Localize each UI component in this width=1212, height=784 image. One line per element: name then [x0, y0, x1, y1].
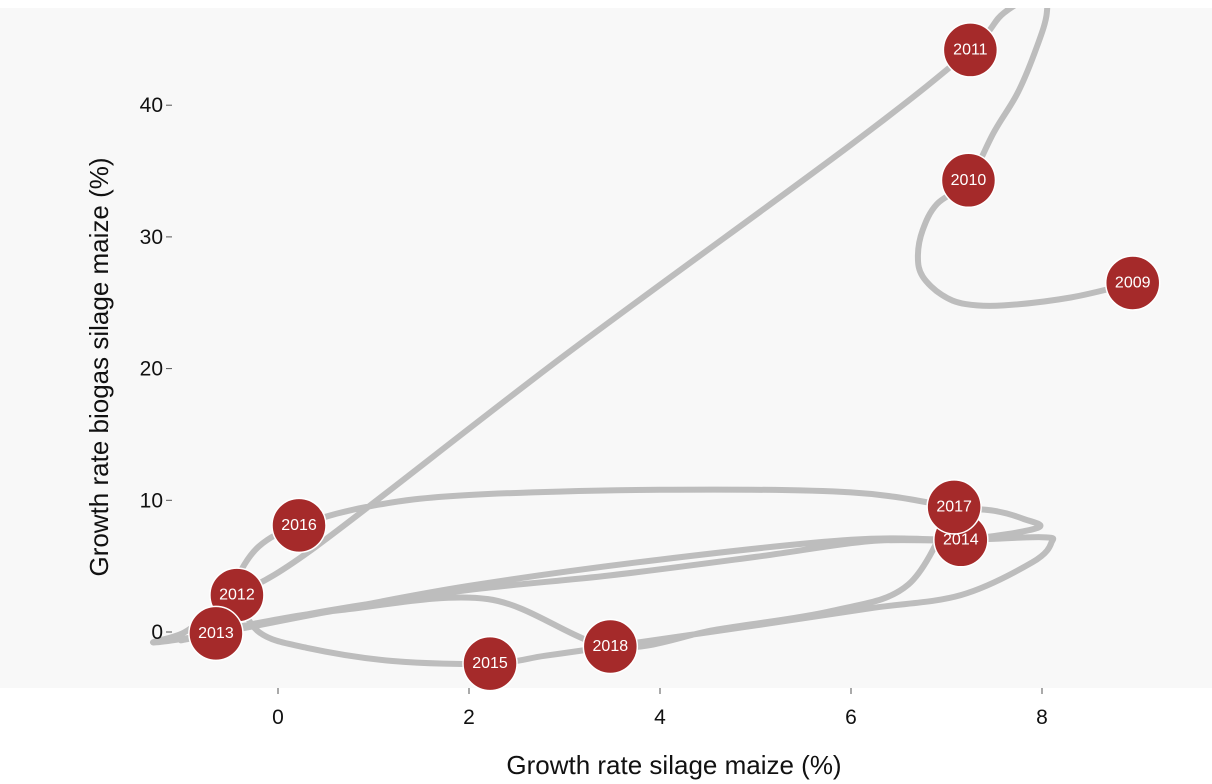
- y-axis-title: Growth rate biogas silage maize (%): [84, 157, 114, 576]
- point-marker: [582, 618, 639, 675]
- y-tick-label: 0: [151, 621, 163, 644]
- point-2018: 2018: [582, 618, 639, 675]
- point-label: 2011: [953, 41, 988, 58]
- point-2011: 2011: [942, 22, 999, 78]
- point-marker: [942, 22, 999, 78]
- x-axis-title: Growth rate silage maize (%): [506, 750, 841, 780]
- trajectory-layer: [150, 8, 1136, 667]
- point-label: 2016: [281, 517, 317, 534]
- point-label: 2010: [951, 172, 987, 189]
- point-2013: 2013: [188, 605, 244, 662]
- point-label: 2015: [472, 655, 508, 672]
- y-tick-label: 10: [140, 489, 163, 512]
- point-marker: [940, 152, 997, 209]
- point-label: 2014: [943, 531, 979, 548]
- point-2015: 2015: [462, 635, 518, 692]
- x-tick-label: 2: [463, 706, 475, 729]
- point-2010: 2010: [940, 152, 997, 209]
- point-2009: 2009: [1104, 255, 1161, 311]
- x-tick-label: 6: [845, 706, 857, 729]
- x-tick-label: 0: [272, 706, 284, 729]
- x-tick-label: 8: [1036, 706, 1048, 729]
- point-2016: 2016: [271, 497, 327, 554]
- point-label: 2017: [936, 498, 972, 515]
- y-tick-label: 20: [140, 358, 163, 381]
- point-label: 2012: [219, 587, 255, 604]
- point-marker: [926, 479, 982, 535]
- point-2017: 2017: [926, 479, 982, 535]
- points-layer: 2009 2010 2011 2012 2013 2014 2015 2016 2017 2018: [188, 22, 1161, 692]
- x-axis: 0 2 4 6 8: [272, 688, 1048, 729]
- y-tick-label: 30: [140, 226, 163, 249]
- point-marker: [271, 497, 327, 554]
- y-axis: 0 10 20 30 40: [140, 94, 172, 644]
- y-tick-label: 40: [140, 94, 163, 117]
- point-label: 2009: [1115, 274, 1151, 291]
- point-marker: [188, 605, 244, 662]
- point-label: 2013: [198, 625, 234, 642]
- plot-panel: [0, 8, 1212, 688]
- point-marker: [462, 635, 518, 692]
- trajectory-line: [150, 8, 1136, 667]
- x-tick-label: 4: [654, 706, 666, 729]
- point-marker: [1104, 255, 1161, 311]
- point-label: 2018: [593, 638, 629, 655]
